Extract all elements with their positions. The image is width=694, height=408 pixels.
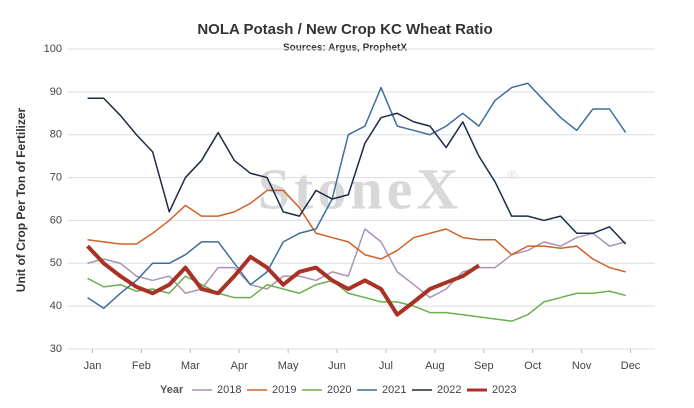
- y-tick-label: 100: [44, 43, 62, 55]
- y-tick-label: 90: [50, 86, 62, 98]
- x-tick-label: Dec: [621, 360, 641, 372]
- x-tick-label: Aug: [425, 360, 445, 372]
- x-tick-label: Jun: [328, 360, 346, 372]
- x-tick-label: Oct: [524, 360, 541, 372]
- x-tick-label: Apr: [231, 360, 248, 372]
- y-tick-label: 50: [50, 257, 62, 269]
- x-tick-label: Jul: [379, 360, 393, 372]
- legend-label: 2023: [492, 384, 516, 396]
- x-tick-label: May: [278, 360, 299, 372]
- y-axis-label: Unit of Crop Per Ton of Fertilizer: [14, 107, 28, 292]
- legend-title: Year: [160, 384, 184, 396]
- x-tick-label: Jan: [84, 360, 102, 372]
- legend-label: 2018: [217, 384, 241, 396]
- series-line: [87, 97, 627, 245]
- series-line: [86, 244, 481, 317]
- y-tick-label: 70: [50, 171, 62, 183]
- legend-label: 2022: [437, 384, 461, 396]
- y-tick-label: 40: [50, 300, 62, 312]
- legend-label: 2020: [327, 384, 351, 396]
- chart-title: NOLA Potash / New Crop KC Wheat Ratio: [197, 21, 492, 38]
- chart-subtitle: Sources: Argus, ProphetX: [283, 43, 407, 54]
- legend-label: 2021: [382, 384, 406, 396]
- series-line: [87, 275, 626, 322]
- x-tick-label: Mar: [181, 360, 200, 372]
- y-tick-label: 30: [50, 343, 62, 355]
- y-tick-label: 80: [50, 129, 62, 141]
- x-tick-label: Feb: [132, 360, 151, 372]
- series-line: [87, 189, 626, 273]
- y-tick-label: 60: [50, 214, 62, 226]
- watermark: StoneX: [258, 156, 462, 221]
- x-tick-label: Sep: [474, 360, 494, 372]
- watermark-mark: ®: [508, 168, 517, 182]
- x-tick-label: Nov: [572, 360, 592, 372]
- series-line: [87, 82, 627, 310]
- legend-label: 2019: [272, 384, 296, 396]
